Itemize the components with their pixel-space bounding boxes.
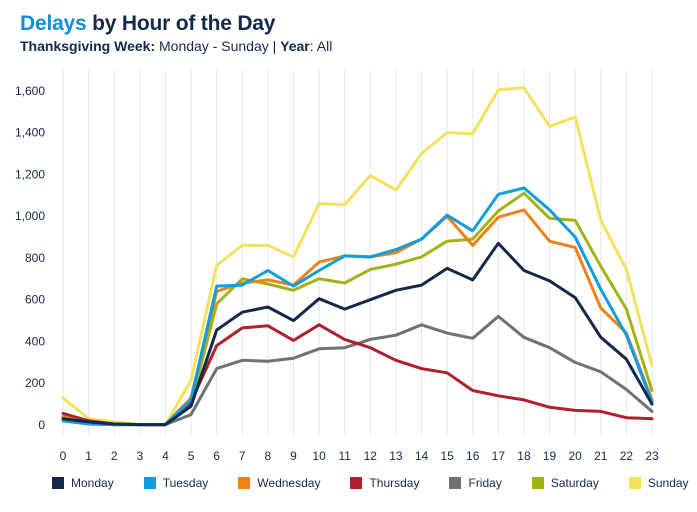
x-tick-label: 9 xyxy=(290,449,297,463)
chart-subtitle: Thanksgiving Week: Monday - Sunday | Yea… xyxy=(20,38,332,54)
legend-swatch xyxy=(52,477,64,489)
y-tick-label: 800 xyxy=(25,251,45,265)
x-tick-label: 0 xyxy=(60,449,67,463)
chart-legend: Monday Tuesday Wednesday Thursday Friday Satu… xyxy=(52,476,697,490)
x-tick-label: 16 xyxy=(466,449,480,463)
x-tick-label: 21 xyxy=(594,449,608,463)
y-tick-label: 1,200 xyxy=(15,167,45,181)
chart-title: Delays by Hour of the Day xyxy=(20,12,275,36)
legend-item-thursday: Thursday xyxy=(350,476,419,490)
y-tick-label: 1,000 xyxy=(15,209,45,223)
legend-item-wednesday: Wednesday xyxy=(238,476,320,490)
legend-label: Saturday xyxy=(550,476,599,490)
legend-label: Thursday xyxy=(369,476,420,490)
series-line-monday xyxy=(61,241,654,427)
x-tick-label: 13 xyxy=(389,449,403,463)
legend-swatch xyxy=(143,477,156,489)
y-tick-label: 1,600 xyxy=(15,84,45,98)
y-tick-label: 0 xyxy=(38,418,45,432)
x-tick-label: 12 xyxy=(364,449,378,463)
subtitle-value-week: Monday - Sunday | xyxy=(155,38,281,54)
series-line-saturday xyxy=(61,191,654,427)
legend-label: Monday xyxy=(71,476,114,490)
x-tick-label: 18 xyxy=(517,449,531,463)
legend-swatch xyxy=(238,477,251,489)
chart-title-rest: by Hour of the Day xyxy=(86,12,276,35)
y-tick-label: 600 xyxy=(25,293,45,307)
legend-swatch xyxy=(350,477,363,489)
legend-swatch xyxy=(449,477,462,489)
legend-swatch xyxy=(531,477,544,489)
legend-label: Friday xyxy=(468,476,502,490)
subtitle-value-year: : All xyxy=(309,38,333,54)
series-line-tuesday xyxy=(61,186,654,427)
x-tick-label: 14 xyxy=(415,449,429,463)
series-line-wednesday xyxy=(61,208,654,427)
x-tick-label: 8 xyxy=(265,449,272,463)
x-tick-label: 3 xyxy=(136,449,143,463)
y-tick-label: 200 xyxy=(25,376,45,390)
subtitle-label-week: Thanksgiving Week: xyxy=(20,38,156,54)
legend-item-saturday: Saturday xyxy=(531,476,599,490)
x-tick-label: 11 xyxy=(338,449,351,463)
y-tick-label: 400 xyxy=(25,334,45,348)
x-tick-label: 20 xyxy=(568,449,582,463)
x-tick-label: 1 xyxy=(85,449,92,463)
x-tick-label: 4 xyxy=(162,449,169,463)
chart-title-accent: Delays xyxy=(20,12,87,35)
legend-item-friday: Friday xyxy=(449,476,502,490)
x-tick-label: 6 xyxy=(213,449,220,463)
x-tick-label: 15 xyxy=(440,449,454,463)
x-tick-label: 17 xyxy=(492,449,506,463)
legend-swatch xyxy=(628,477,641,489)
x-tick-label: 5 xyxy=(188,449,195,463)
x-tick-label: 22 xyxy=(620,449,634,463)
legend-label: Sunday xyxy=(647,476,689,490)
legend-item-sunday: Sunday xyxy=(628,476,689,490)
legend-item-tuesday: Tuesday xyxy=(143,476,209,490)
x-tick-label: 2 xyxy=(111,449,118,463)
legend-label: Tuesday xyxy=(162,476,209,490)
series-line-thursday xyxy=(61,323,654,427)
x-tick-label: 10 xyxy=(312,449,326,463)
subtitle-label-year: Year xyxy=(280,38,310,54)
x-tick-label: 19 xyxy=(543,449,557,463)
x-tick-label: 23 xyxy=(645,449,659,463)
legend-label: Wednesday xyxy=(257,476,321,490)
legend-item-monday: Monday xyxy=(52,476,114,490)
y-tick-label: 1,400 xyxy=(15,126,45,140)
x-tick-label: 7 xyxy=(239,449,246,463)
